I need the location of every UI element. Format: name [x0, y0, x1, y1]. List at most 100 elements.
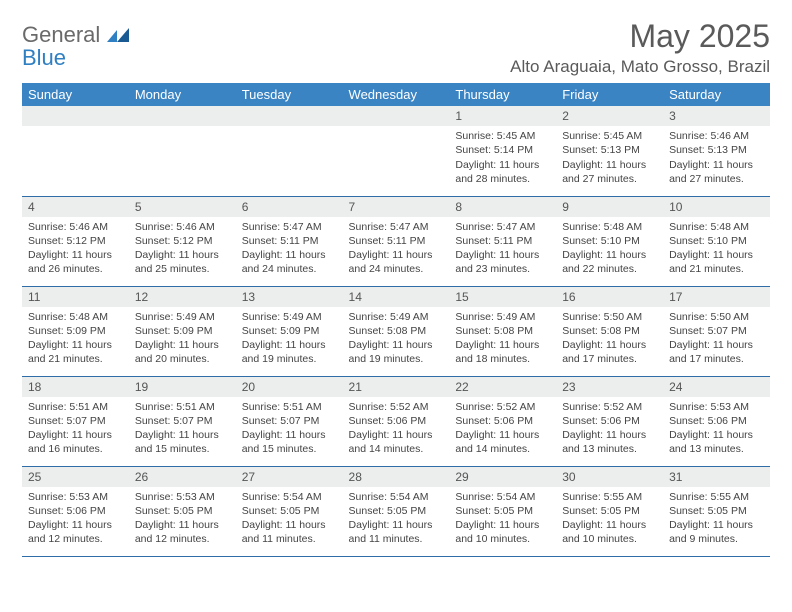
logo-text-blue: Blue	[22, 47, 129, 69]
day-number: 2	[556, 106, 663, 126]
calendar-cell: 16Sunrise: 5:50 AMSunset: 5:08 PMDayligh…	[556, 286, 663, 376]
day-number: 14	[343, 287, 450, 307]
day-number: 24	[663, 377, 770, 397]
day-details: Sunrise: 5:52 AMSunset: 5:06 PMDaylight:…	[556, 397, 663, 461]
calendar-cell: 27Sunrise: 5:54 AMSunset: 5:05 PMDayligh…	[236, 466, 343, 556]
day-number: 6	[236, 197, 343, 217]
day-details: Sunrise: 5:53 AMSunset: 5:06 PMDaylight:…	[22, 487, 129, 551]
calendar-cell: 21Sunrise: 5:52 AMSunset: 5:06 PMDayligh…	[343, 376, 450, 466]
calendar-cell: 24Sunrise: 5:53 AMSunset: 5:06 PMDayligh…	[663, 376, 770, 466]
calendar-cell: 10Sunrise: 5:48 AMSunset: 5:10 PMDayligh…	[663, 196, 770, 286]
day-number: 16	[556, 287, 663, 307]
month-title: May 2025	[510, 18, 770, 55]
day-number: 7	[343, 197, 450, 217]
day-details: Sunrise: 5:51 AMSunset: 5:07 PMDaylight:…	[236, 397, 343, 461]
day-details: Sunrise: 5:53 AMSunset: 5:05 PMDaylight:…	[129, 487, 236, 551]
calendar-body: 1Sunrise: 5:45 AMSunset: 5:14 PMDaylight…	[22, 106, 770, 556]
weekday-header: Tuesday	[236, 83, 343, 106]
weekday-header: Monday	[129, 83, 236, 106]
day-details: Sunrise: 5:48 AMSunset: 5:09 PMDaylight:…	[22, 307, 129, 371]
day-number: 22	[449, 377, 556, 397]
calendar-cell: 18Sunrise: 5:51 AMSunset: 5:07 PMDayligh…	[22, 376, 129, 466]
day-number: 3	[663, 106, 770, 126]
title-block: May 2025 Alto Araguaia, Mato Grosso, Bra…	[510, 18, 770, 77]
calendar-cell	[236, 106, 343, 196]
weekday-header: Friday	[556, 83, 663, 106]
calendar-cell: 23Sunrise: 5:52 AMSunset: 5:06 PMDayligh…	[556, 376, 663, 466]
day-details: Sunrise: 5:51 AMSunset: 5:07 PMDaylight:…	[129, 397, 236, 461]
day-details: Sunrise: 5:52 AMSunset: 5:06 PMDaylight:…	[449, 397, 556, 461]
day-number: 23	[556, 377, 663, 397]
weekday-header: Saturday	[663, 83, 770, 106]
calendar-cell	[343, 106, 450, 196]
day-number: 12	[129, 287, 236, 307]
day-details: Sunrise: 5:45 AMSunset: 5:13 PMDaylight:…	[556, 126, 663, 190]
calendar-cell: 6Sunrise: 5:47 AMSunset: 5:11 PMDaylight…	[236, 196, 343, 286]
day-number: 17	[663, 287, 770, 307]
calendar-cell	[129, 106, 236, 196]
day-details: Sunrise: 5:54 AMSunset: 5:05 PMDaylight:…	[343, 487, 450, 551]
calendar-cell: 17Sunrise: 5:50 AMSunset: 5:07 PMDayligh…	[663, 286, 770, 376]
calendar-cell: 20Sunrise: 5:51 AMSunset: 5:07 PMDayligh…	[236, 376, 343, 466]
calendar-cell: 12Sunrise: 5:49 AMSunset: 5:09 PMDayligh…	[129, 286, 236, 376]
calendar-cell: 29Sunrise: 5:54 AMSunset: 5:05 PMDayligh…	[449, 466, 556, 556]
calendar-cell: 15Sunrise: 5:49 AMSunset: 5:08 PMDayligh…	[449, 286, 556, 376]
day-number: 15	[449, 287, 556, 307]
day-number: 25	[22, 467, 129, 487]
day-details: Sunrise: 5:55 AMSunset: 5:05 PMDaylight:…	[556, 487, 663, 551]
day-number: 18	[22, 377, 129, 397]
day-number	[236, 106, 343, 126]
calendar-cell: 8Sunrise: 5:47 AMSunset: 5:11 PMDaylight…	[449, 196, 556, 286]
day-details: Sunrise: 5:49 AMSunset: 5:09 PMDaylight:…	[236, 307, 343, 371]
calendar-row: 4Sunrise: 5:46 AMSunset: 5:12 PMDaylight…	[22, 196, 770, 286]
day-details: Sunrise: 5:55 AMSunset: 5:05 PMDaylight:…	[663, 487, 770, 551]
calendar-cell: 22Sunrise: 5:52 AMSunset: 5:06 PMDayligh…	[449, 376, 556, 466]
day-number	[129, 106, 236, 126]
weekday-header-row: SundayMondayTuesdayWednesdayThursdayFrid…	[22, 83, 770, 106]
calendar-cell: 4Sunrise: 5:46 AMSunset: 5:12 PMDaylight…	[22, 196, 129, 286]
calendar-cell: 30Sunrise: 5:55 AMSunset: 5:05 PMDayligh…	[556, 466, 663, 556]
day-number: 28	[343, 467, 450, 487]
day-number	[22, 106, 129, 126]
calendar-cell: 3Sunrise: 5:46 AMSunset: 5:13 PMDaylight…	[663, 106, 770, 196]
day-number: 21	[343, 377, 450, 397]
header: General Blue May 2025 Alto Araguaia, Mat…	[22, 18, 770, 77]
weekday-header: Wednesday	[343, 83, 450, 106]
day-details: Sunrise: 5:49 AMSunset: 5:09 PMDaylight:…	[129, 307, 236, 371]
calendar-cell: 25Sunrise: 5:53 AMSunset: 5:06 PMDayligh…	[22, 466, 129, 556]
day-details: Sunrise: 5:54 AMSunset: 5:05 PMDaylight:…	[449, 487, 556, 551]
day-details: Sunrise: 5:51 AMSunset: 5:07 PMDaylight:…	[22, 397, 129, 461]
calendar-cell: 1Sunrise: 5:45 AMSunset: 5:14 PMDaylight…	[449, 106, 556, 196]
day-number: 9	[556, 197, 663, 217]
calendar-cell: 31Sunrise: 5:55 AMSunset: 5:05 PMDayligh…	[663, 466, 770, 556]
calendar-cell: 2Sunrise: 5:45 AMSunset: 5:13 PMDaylight…	[556, 106, 663, 196]
day-details: Sunrise: 5:46 AMSunset: 5:13 PMDaylight:…	[663, 126, 770, 190]
day-details: Sunrise: 5:47 AMSunset: 5:11 PMDaylight:…	[236, 217, 343, 281]
calendar-table: SundayMondayTuesdayWednesdayThursdayFrid…	[22, 83, 770, 557]
day-number: 30	[556, 467, 663, 487]
day-details: Sunrise: 5:49 AMSunset: 5:08 PMDaylight:…	[449, 307, 556, 371]
calendar-cell: 13Sunrise: 5:49 AMSunset: 5:09 PMDayligh…	[236, 286, 343, 376]
day-number: 20	[236, 377, 343, 397]
day-number: 27	[236, 467, 343, 487]
calendar-row: 1Sunrise: 5:45 AMSunset: 5:14 PMDaylight…	[22, 106, 770, 196]
day-details: Sunrise: 5:50 AMSunset: 5:08 PMDaylight:…	[556, 307, 663, 371]
calendar-row: 18Sunrise: 5:51 AMSunset: 5:07 PMDayligh…	[22, 376, 770, 466]
calendar-cell	[22, 106, 129, 196]
day-details: Sunrise: 5:45 AMSunset: 5:14 PMDaylight:…	[449, 126, 556, 190]
calendar-cell: 28Sunrise: 5:54 AMSunset: 5:05 PMDayligh…	[343, 466, 450, 556]
logo: General Blue	[22, 18, 129, 69]
calendar-cell: 5Sunrise: 5:46 AMSunset: 5:12 PMDaylight…	[129, 196, 236, 286]
day-details: Sunrise: 5:46 AMSunset: 5:12 PMDaylight:…	[129, 217, 236, 281]
day-number: 31	[663, 467, 770, 487]
day-number	[343, 106, 450, 126]
day-details: Sunrise: 5:47 AMSunset: 5:11 PMDaylight:…	[343, 217, 450, 281]
calendar-row: 25Sunrise: 5:53 AMSunset: 5:06 PMDayligh…	[22, 466, 770, 556]
calendar-cell: 11Sunrise: 5:48 AMSunset: 5:09 PMDayligh…	[22, 286, 129, 376]
day-details: Sunrise: 5:49 AMSunset: 5:08 PMDaylight:…	[343, 307, 450, 371]
day-number: 19	[129, 377, 236, 397]
logo-text-general: General	[22, 22, 100, 47]
day-details: Sunrise: 5:50 AMSunset: 5:07 PMDaylight:…	[663, 307, 770, 371]
day-number: 13	[236, 287, 343, 307]
day-details: Sunrise: 5:46 AMSunset: 5:12 PMDaylight:…	[22, 217, 129, 281]
